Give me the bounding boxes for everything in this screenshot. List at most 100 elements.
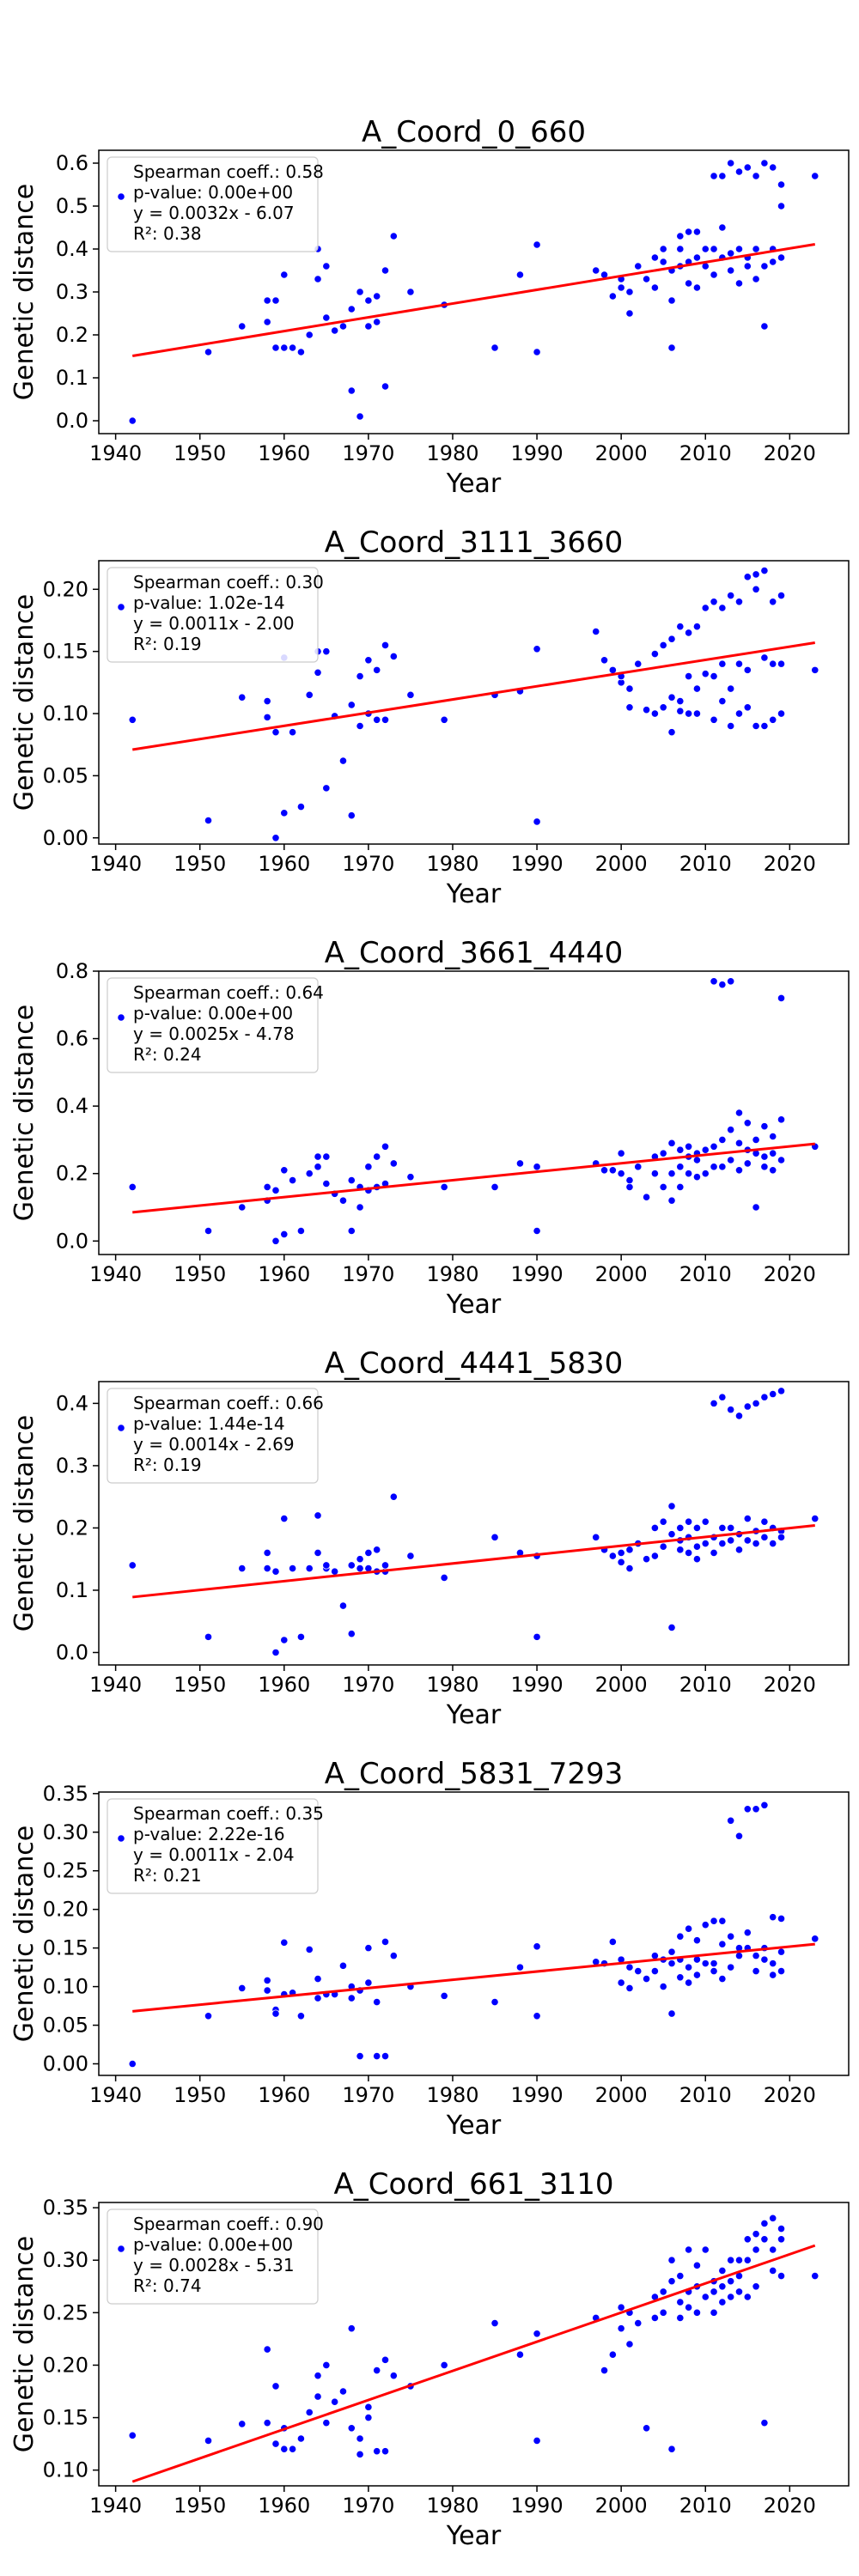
data-point bbox=[676, 1163, 685, 1171]
regression-line bbox=[132, 1524, 815, 1599]
data-point bbox=[373, 1997, 381, 2007]
data-point bbox=[128, 2059, 137, 2069]
data-point bbox=[718, 1163, 727, 1171]
data-point bbox=[490, 2318, 499, 2328]
data-point bbox=[701, 1145, 710, 1154]
data-point bbox=[263, 1548, 271, 1558]
data-point bbox=[406, 1552, 415, 1560]
data-point bbox=[204, 348, 213, 356]
y-tick-label: 0.3 bbox=[56, 280, 88, 304]
x-axis-label: Year bbox=[446, 2111, 502, 2141]
y-tick-label: 0.20 bbox=[43, 2353, 88, 2377]
data-point bbox=[667, 1196, 676, 1205]
data-point bbox=[676, 2298, 685, 2306]
x-tick-label: 2010 bbox=[679, 1262, 732, 1286]
data-point bbox=[769, 258, 777, 266]
y-tick-label: 0.20 bbox=[43, 1898, 88, 1922]
data-point bbox=[373, 2051, 381, 2061]
data-point bbox=[734, 1832, 744, 1840]
data-point bbox=[734, 659, 744, 668]
x-tick-label: 1970 bbox=[342, 441, 394, 465]
data-point bbox=[263, 1986, 271, 1995]
legend-marker bbox=[117, 2245, 125, 2253]
data-point bbox=[659, 1517, 667, 1526]
data-point bbox=[608, 1552, 617, 1560]
y-tick-label: 0.3 bbox=[56, 1454, 88, 1478]
x-tick-label: 2010 bbox=[679, 2083, 732, 2107]
legend-line: p-value: 0.00e+00 bbox=[133, 1003, 293, 1024]
data-point bbox=[760, 2219, 769, 2228]
data-point bbox=[718, 1917, 727, 1925]
data-point bbox=[676, 1932, 685, 1941]
y-tick-label: 0.15 bbox=[43, 640, 88, 664]
data-point bbox=[440, 2360, 448, 2370]
data-point bbox=[280, 1514, 289, 1523]
data-point bbox=[727, 1156, 735, 1164]
data-point bbox=[608, 1937, 617, 1947]
data-point bbox=[364, 2413, 373, 2422]
y-tick-label: 0.10 bbox=[43, 2458, 88, 2482]
data-point bbox=[533, 645, 541, 653]
data-point bbox=[322, 1152, 331, 1161]
data-point bbox=[617, 1170, 625, 1178]
data-point bbox=[710, 977, 718, 986]
data-point bbox=[347, 2324, 356, 2333]
data-point bbox=[650, 649, 659, 659]
x-tick-label: 2010 bbox=[679, 1673, 732, 1697]
data-point bbox=[338, 2387, 348, 2396]
data-point bbox=[389, 1952, 398, 1960]
data-point bbox=[280, 809, 289, 817]
data-point bbox=[777, 2224, 786, 2233]
x-axis-label: Year bbox=[446, 879, 502, 909]
data-point bbox=[760, 566, 769, 575]
regression-line bbox=[132, 641, 815, 751]
data-point bbox=[263, 296, 271, 305]
data-point bbox=[533, 2436, 541, 2445]
data-point bbox=[692, 709, 702, 718]
data-point bbox=[667, 343, 676, 352]
data-point bbox=[667, 693, 676, 702]
data-point bbox=[734, 709, 744, 718]
data-points bbox=[128, 159, 819, 425]
data-point bbox=[760, 721, 769, 731]
data-point bbox=[642, 1975, 651, 1984]
chart-panel: A_Coord_4441_5830 1940 1950 1960 1970 1980 199… bbox=[9, 1346, 850, 1730]
data-point bbox=[128, 715, 137, 724]
data-point bbox=[718, 981, 727, 989]
y-tick-label: 0.30 bbox=[43, 1820, 88, 1844]
y-tick-label: 0.15 bbox=[43, 1936, 88, 1960]
legend-line: Spearman coeff.: 0.35 bbox=[133, 1803, 324, 1824]
legend-line: R²: 0.38 bbox=[133, 223, 202, 244]
data-point bbox=[701, 2293, 710, 2301]
y-tick-label: 0.05 bbox=[43, 2014, 88, 2038]
y-tick-label: 0.6 bbox=[56, 151, 88, 175]
data-point bbox=[128, 1182, 137, 1192]
data-point bbox=[727, 1523, 735, 1533]
x-tick-label: 1970 bbox=[342, 1262, 394, 1286]
y-tick-label: 0.00 bbox=[43, 2052, 88, 2076]
data-point bbox=[727, 1932, 735, 1941]
data-point bbox=[710, 672, 718, 681]
data-point bbox=[289, 343, 297, 352]
data-point bbox=[769, 1971, 777, 1979]
y-tick-label: 0.1 bbox=[56, 366, 88, 390]
data-point bbox=[760, 322, 769, 331]
data-point bbox=[347, 1561, 356, 1570]
x-tick-label: 2020 bbox=[764, 2494, 816, 2518]
data-point bbox=[381, 1142, 390, 1151]
data-point bbox=[314, 1975, 322, 1984]
y-tick-label: 0.8 bbox=[56, 959, 88, 983]
chart-title: A_Coord_3111_3660 bbox=[325, 526, 624, 560]
data-point bbox=[692, 684, 702, 693]
data-point bbox=[727, 159, 735, 167]
data-point bbox=[752, 1539, 760, 1548]
data-point bbox=[692, 1971, 702, 1979]
y-tick-label: 0.2 bbox=[56, 1162, 88, 1186]
data-point bbox=[760, 2235, 769, 2244]
legend-line: Spearman coeff.: 0.58 bbox=[133, 161, 324, 182]
regression-line bbox=[132, 1942, 815, 2013]
data-point bbox=[263, 318, 271, 326]
data-point bbox=[777, 1387, 786, 1395]
data-point bbox=[338, 1601, 348, 1610]
y-axis-label: Genetic distance bbox=[9, 1005, 40, 1221]
